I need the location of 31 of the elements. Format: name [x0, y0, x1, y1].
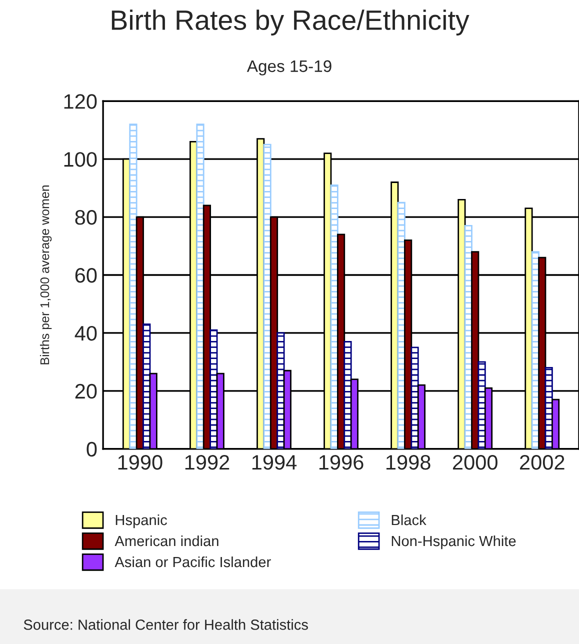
bar	[210, 329, 218, 449]
y-tick-label: 120	[64, 94, 97, 109]
bar	[142, 324, 151, 449]
bar	[276, 332, 285, 449]
chart-title: Birth Rates by Race/Ethnicity	[112, 10, 470, 36]
bar	[129, 124, 138, 449]
y-tick-label: 0	[86, 442, 97, 457]
legend-label: Non-Hspanic White	[392, 535, 516, 550]
legend-label: Black	[392, 514, 426, 526]
y-axis-title: Births per 1,000 average women	[40, 185, 52, 364]
source-note: Source: National Center for Health Statistics	[24, 619, 308, 630]
x-tick-label: 1998	[386, 454, 430, 470]
bar	[263, 144, 272, 449]
bar	[196, 124, 204, 449]
y-tick-label: 40	[74, 326, 97, 341]
x-tick-label: 2002	[520, 454, 564, 470]
bar	[344, 340, 352, 449]
x-tick-label: 1994	[252, 454, 297, 470]
chart-subtitle: Ages 15-19	[246, 60, 332, 76]
y-tick-label: 60	[75, 268, 97, 283]
y-tick-label: 80	[75, 210, 97, 225]
y-tick-label: 100	[64, 152, 97, 167]
legend-label: Hspanic	[116, 514, 167, 528]
legend-label: Asian or Pacific Islander	[114, 556, 271, 568]
x-tick-label: 1996	[319, 454, 364, 470]
x-tick-label: 2000	[452, 454, 498, 470]
x-tick-label: 1990	[118, 454, 162, 470]
legend-label: American indian	[114, 535, 218, 546]
y-tick-label: 20	[75, 384, 97, 399]
bar	[410, 346, 419, 449]
x-tick-label: 1992	[185, 454, 230, 470]
